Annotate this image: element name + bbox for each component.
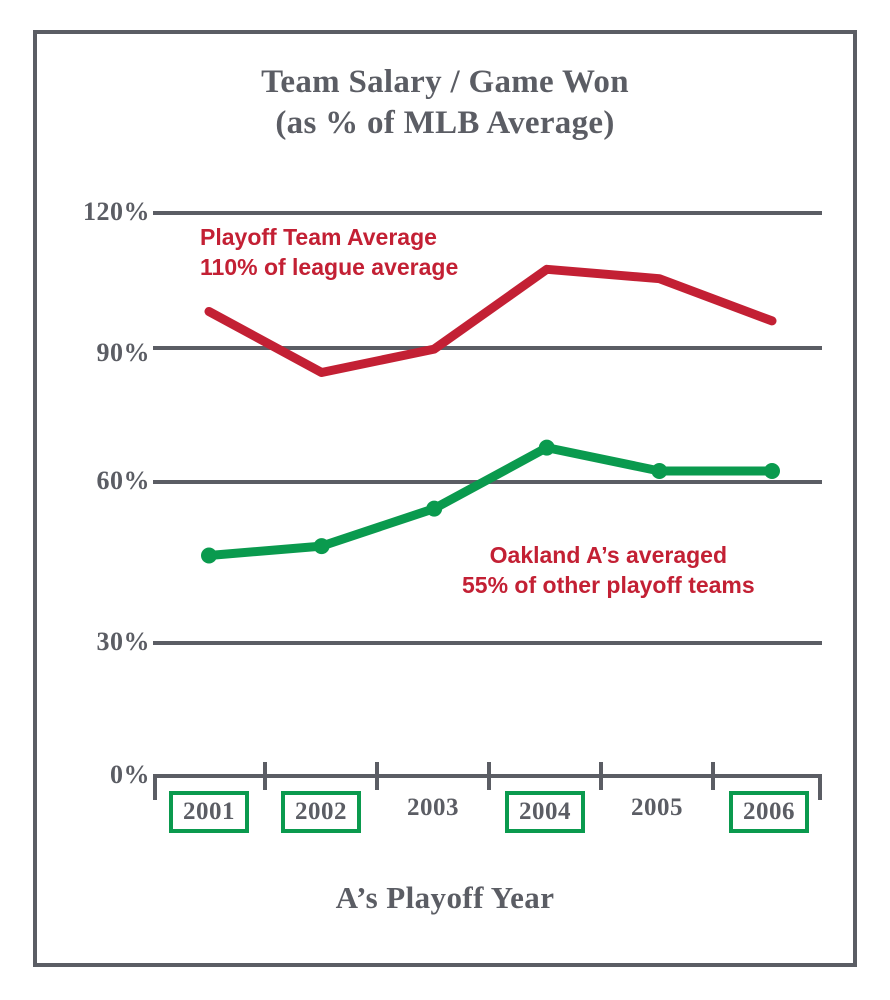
gridlines <box>153 211 822 645</box>
x-axis <box>153 762 822 800</box>
chart-title: Team Salary / Game Won (as % of MLB Aver… <box>0 62 890 144</box>
x-tick-labels: 2001 2002 2003 2004 2005 2006 <box>0 791 890 837</box>
annotation-oakland-as: Oakland A’s averaged 55% of other playof… <box>462 540 755 600</box>
annotation-green-line-1: Oakland A’s averaged <box>489 542 728 568</box>
y-tick-label-90: 90% <box>96 338 150 367</box>
x-tick-label-2003: 2003 <box>407 794 459 821</box>
data-point-marker <box>313 538 330 555</box>
series-line-playoff-team-average <box>204 264 777 377</box>
data-point-marker <box>201 547 217 564</box>
x-tick-label-2006: 2006 <box>729 791 809 833</box>
annotation-red-line-2: 110% of league average <box>200 254 459 280</box>
chart-title-line-1: Team Salary / Game Won <box>261 64 629 100</box>
x-tick-label-2005: 2005 <box>631 794 683 821</box>
y-tick-label-120: 120% <box>83 197 150 226</box>
x-axis-title: A’s Playoff Year <box>335 880 555 915</box>
annotation-playoff-team-average: Playoff Team Average 110% of league aver… <box>200 222 458 282</box>
data-point-marker <box>538 439 555 456</box>
data-point-marker <box>764 463 780 479</box>
x-tick-label-2002: 2002 <box>281 791 361 833</box>
data-point-marker <box>426 500 443 517</box>
x-tick-label-2001: 2001 <box>169 791 249 833</box>
annotation-green-line-2: 55% of other playoff teams <box>462 572 755 598</box>
chart-title-line-2: (as % of MLB Average) <box>275 105 615 141</box>
y-tick-label-0: 0% <box>110 760 150 789</box>
data-point-marker <box>651 463 668 479</box>
annotation-red-line-1: Playoff Team Average <box>200 224 437 250</box>
x-tick-label-2004: 2004 <box>505 791 585 833</box>
series-markers-oakland-as <box>201 439 780 564</box>
series-line-oakland-as <box>204 443 777 560</box>
y-tick-label-30: 30% <box>96 627 150 656</box>
y-tick-label-60: 60% <box>96 466 150 495</box>
